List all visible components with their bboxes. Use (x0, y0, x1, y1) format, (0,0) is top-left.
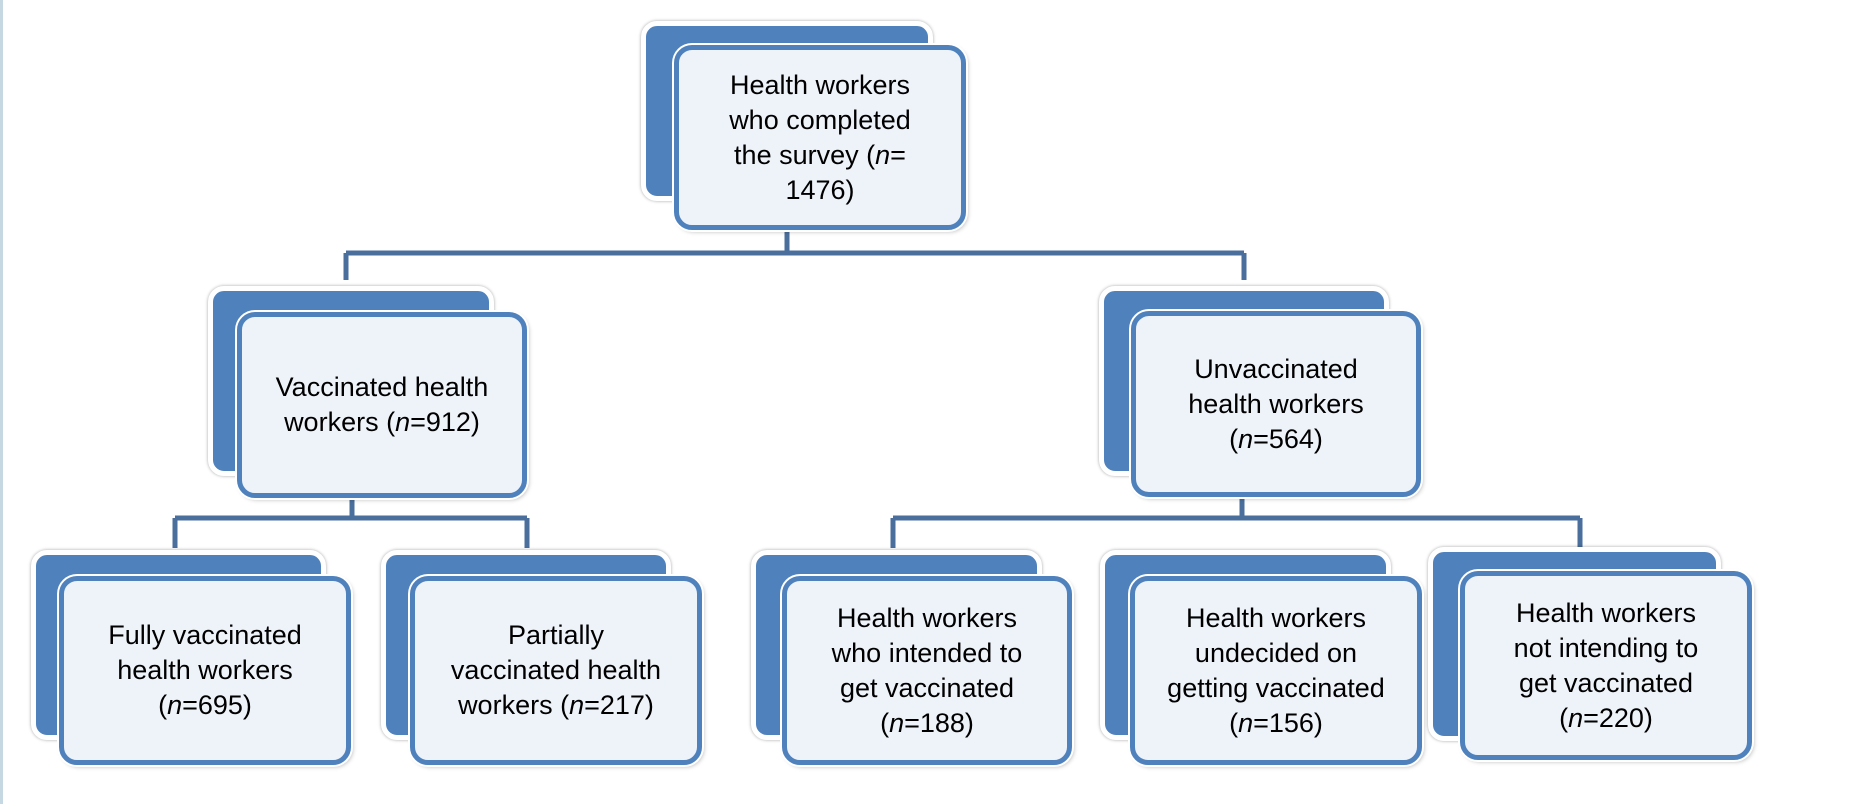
text-line: who completed (729, 104, 911, 135)
text-line: get vaccinated (1518, 667, 1694, 698)
node-text: Fully vaccinated health workers (n=695) (108, 618, 302, 723)
text-line: health workers (117, 655, 293, 685)
node-text: Health workers who completed the survey … (729, 68, 911, 208)
text-line: Health workers (1515, 597, 1697, 628)
text-line: =156) (1253, 707, 1323, 738)
n-symbol: n (889, 707, 905, 738)
node-text: Vaccinated health workers (n=912) (276, 370, 489, 440)
node-label-box: Health workers who intended to get vacci… (782, 576, 1072, 765)
text-line: getting vaccinated (1167, 672, 1385, 703)
text-line: ( (1229, 707, 1239, 738)
node-text: Health workers undecided on getting vacc… (1167, 601, 1385, 741)
text-line: Fully vaccinated (108, 620, 302, 650)
n-symbol: n (167, 690, 183, 720)
n-symbol: n (1238, 707, 1254, 738)
text-line: undecided on (1194, 637, 1358, 668)
text-line: Health workers (836, 602, 1018, 633)
node-text: Partially vaccinated health workers (n=2… (451, 618, 661, 723)
node-label-box: Unvaccinated health workers (n=564) (1131, 311, 1421, 497)
text-line: ( (158, 690, 168, 720)
text-line: get vaccinated (839, 672, 1015, 703)
n-symbol: n (1568, 702, 1584, 733)
text-line: ( (880, 707, 890, 738)
text-line: =188) (904, 707, 974, 738)
text-line: =695) (182, 690, 252, 720)
n-symbol: n (569, 690, 585, 720)
node-text: Health workers who intended to get vacci… (832, 601, 1023, 741)
node-label-box: Health workers who completed the survey … (674, 45, 966, 230)
text-line: vaccinated health (450, 655, 662, 685)
node-label-box: Vaccinated health workers (n=912) (237, 312, 527, 498)
text-line: Health workers (1185, 602, 1367, 633)
left-border-rule (0, 0, 3, 804)
node-text: Health workers not intending to get vacc… (1514, 596, 1699, 736)
text-line: Partially (507, 620, 605, 650)
text-line: ( (1229, 423, 1239, 454)
connector-root-to-level2 (343, 225, 1247, 280)
text-line: Vaccinated health (275, 372, 489, 402)
text-line: Health workers (729, 69, 911, 100)
node-label-box: Health workers not intending to get vacc… (1460, 571, 1752, 760)
n-symbol: n (1238, 423, 1254, 454)
text-line: the survey ( (734, 139, 876, 170)
node-text: Unvaccinated health workers (n=564) (1188, 352, 1364, 457)
node-label-box: Fully vaccinated health workers (n=695) (59, 576, 351, 765)
text-line: 1476) (785, 174, 855, 205)
text-line: =912) (410, 407, 480, 437)
text-line: workers ( (458, 690, 570, 720)
text-line: =217) (584, 690, 654, 720)
n-symbol: n (875, 139, 891, 170)
text-line: =564) (1253, 423, 1323, 454)
text-line: who intended to (831, 637, 1023, 668)
text-line: not intending to (1513, 632, 1699, 663)
text-line: =220) (1583, 702, 1653, 733)
text-line: health workers (1188, 388, 1364, 419)
n-symbol: n (395, 407, 411, 437)
text-line: Unvaccinated (1194, 353, 1358, 384)
connector-unvaccinated-to-children (890, 492, 1583, 548)
node-label-box: Partially vaccinated health workers (n=2… (410, 576, 702, 765)
text-line: workers ( (284, 407, 396, 437)
node-label-box: Health workers undecided on getting vacc… (1130, 576, 1422, 765)
text-line: ( (1559, 702, 1569, 733)
text-line: = (890, 139, 906, 170)
